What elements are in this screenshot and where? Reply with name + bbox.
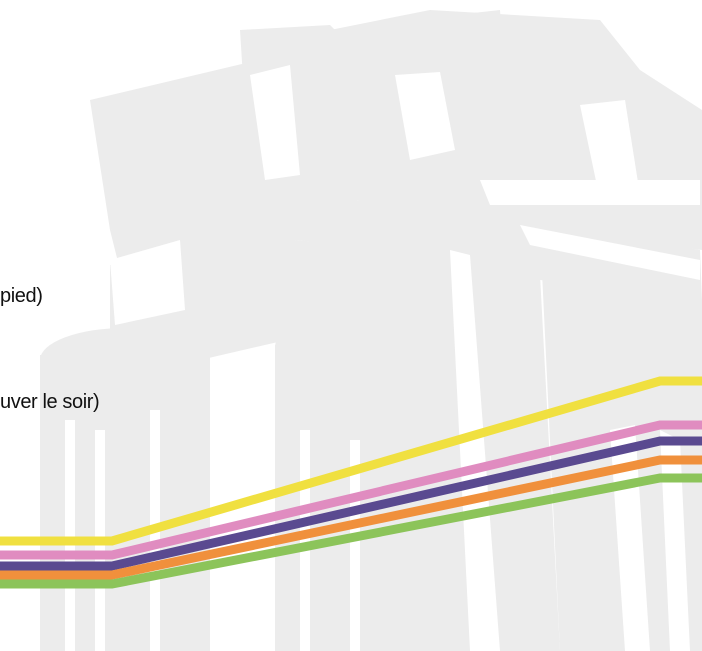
stripe-orange <box>0 455 702 580</box>
stripe-yellow <box>0 376 702 546</box>
stripe-purple <box>0 436 702 571</box>
stripe-green <box>0 473 702 589</box>
stripe-pink <box>0 420 702 560</box>
text-line-1: pied) <box>0 285 43 307</box>
text-line-2: uver le soir) <box>0 391 100 413</box>
